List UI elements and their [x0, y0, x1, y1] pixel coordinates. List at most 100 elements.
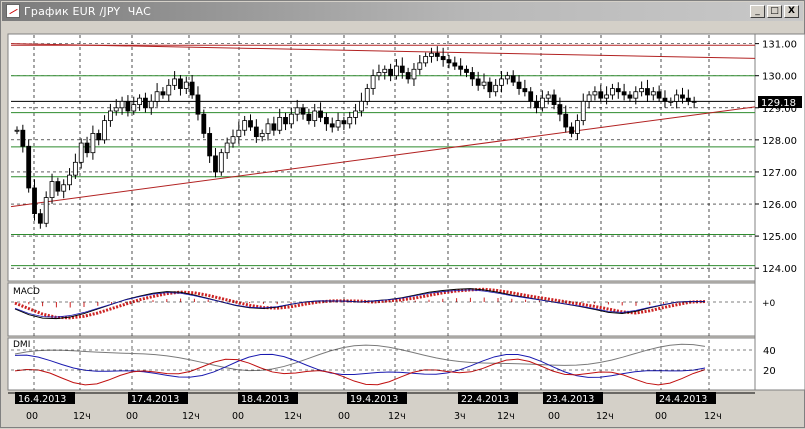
candle-body — [329, 123, 335, 128]
macd-label: MACD — [13, 287, 40, 297]
candle-body — [312, 110, 318, 122]
hour-label: 12ч — [497, 411, 515, 422]
candle-body — [458, 65, 464, 70]
maximize-button[interactable]: □ — [767, 5, 782, 18]
dmi-plus-di-line — [14, 353, 706, 378]
candle-body — [253, 126, 259, 138]
macd-zero-label: +0 — [762, 299, 776, 309]
candle-body — [534, 100, 539, 109]
candle-body — [429, 52, 434, 57]
candle-body — [236, 129, 242, 138]
hour-label: 00 — [126, 411, 138, 422]
candle-body — [545, 94, 551, 99]
candle-body — [306, 113, 312, 122]
hour-label: 00 — [548, 411, 560, 422]
candle-body — [207, 133, 213, 157]
dmi-panel — [7, 337, 756, 391]
dmi-adx-line — [14, 343, 706, 372]
macd-panel — [7, 282, 756, 337]
candle-body — [341, 120, 347, 125]
candle-body — [259, 133, 265, 138]
last-price-box — [758, 96, 802, 109]
candle-body — [615, 88, 621, 93]
candle-body — [119, 100, 125, 109]
candle-body — [417, 62, 423, 70]
date-label: 22.4.2013 — [461, 394, 509, 405]
candle-body — [370, 75, 376, 89]
title-bar[interactable]: График EUR /JPY ЧАС _ □ X — [2, 2, 803, 21]
y-tick-label: 124.00 — [762, 264, 797, 275]
y-tick-label: 127.00 — [762, 168, 797, 179]
candle-body — [528, 91, 534, 102]
candle-body — [598, 91, 604, 99]
candle-body — [49, 181, 55, 198]
candle-body — [271, 123, 277, 131]
candle-body — [539, 97, 545, 109]
candle-body — [288, 113, 294, 125]
close-button[interactable]: X — [784, 5, 799, 18]
candle-body — [67, 174, 72, 186]
hour-label: 3ч — [454, 411, 466, 422]
candle-body — [388, 68, 394, 77]
date-label: 23.4.2013 — [546, 394, 594, 405]
candle-body — [382, 68, 388, 73]
dmi-minus-di-line — [14, 358, 706, 386]
date-label: 19.4.2013 — [350, 394, 398, 405]
candle-body — [639, 88, 645, 93]
candle-body — [516, 81, 522, 89]
candle-body — [399, 65, 405, 73]
candle-body — [55, 181, 61, 192]
candle-body — [469, 72, 475, 80]
date-label-box — [238, 392, 298, 404]
candle-body — [166, 84, 172, 96]
candle-body — [183, 81, 189, 89]
candle-body — [440, 56, 446, 61]
candle-body — [434, 52, 440, 57]
candle-body — [592, 91, 598, 96]
trendline-lower — [10, 106, 756, 208]
candle-body — [405, 72, 411, 80]
candle-body — [335, 120, 341, 128]
chart-window-icon — [6, 4, 20, 18]
hour-label: 00 — [26, 411, 38, 422]
candle-body — [323, 117, 329, 125]
candle-body — [148, 100, 154, 109]
candle-body — [224, 142, 230, 154]
candle-body — [586, 94, 592, 102]
hour-label: 12ч — [704, 411, 722, 422]
candle-body — [580, 100, 586, 122]
dmi-y-tick-label: 20 — [763, 366, 776, 377]
candle-body — [650, 91, 656, 96]
candle-body — [108, 110, 113, 122]
candle-body — [347, 117, 353, 125]
candle-body — [569, 126, 574, 134]
candle-body — [575, 120, 580, 134]
candle-body — [376, 72, 382, 77]
candle-body — [475, 78, 481, 86]
hour-label: 00 — [338, 411, 350, 422]
hour-label: 12ч — [596, 411, 614, 422]
date-label: 17.4.2013 — [131, 394, 179, 405]
date-label-box — [656, 392, 716, 404]
candle-body — [487, 81, 493, 93]
candle-body — [248, 120, 253, 128]
candle-body — [446, 59, 452, 64]
candle-body — [72, 161, 78, 176]
candle-body — [364, 88, 370, 102]
candle-body — [189, 81, 195, 96]
minimize-button[interactable]: _ — [750, 5, 765, 18]
candle-body — [656, 91, 662, 99]
candle-body — [557, 104, 563, 115]
candle-body — [452, 62, 458, 67]
candle-body — [551, 94, 557, 105]
y-tick-label: 130.00 — [762, 72, 797, 83]
date-label-box — [128, 392, 188, 404]
date-label: 18.4.2013 — [241, 394, 289, 405]
candle-body — [84, 142, 90, 154]
candle-body — [353, 110, 358, 118]
window-title: График EUR /JPY ЧАС — [24, 5, 152, 18]
candle-body — [662, 97, 668, 102]
candle-body — [394, 65, 399, 77]
candle-body — [113, 107, 119, 112]
